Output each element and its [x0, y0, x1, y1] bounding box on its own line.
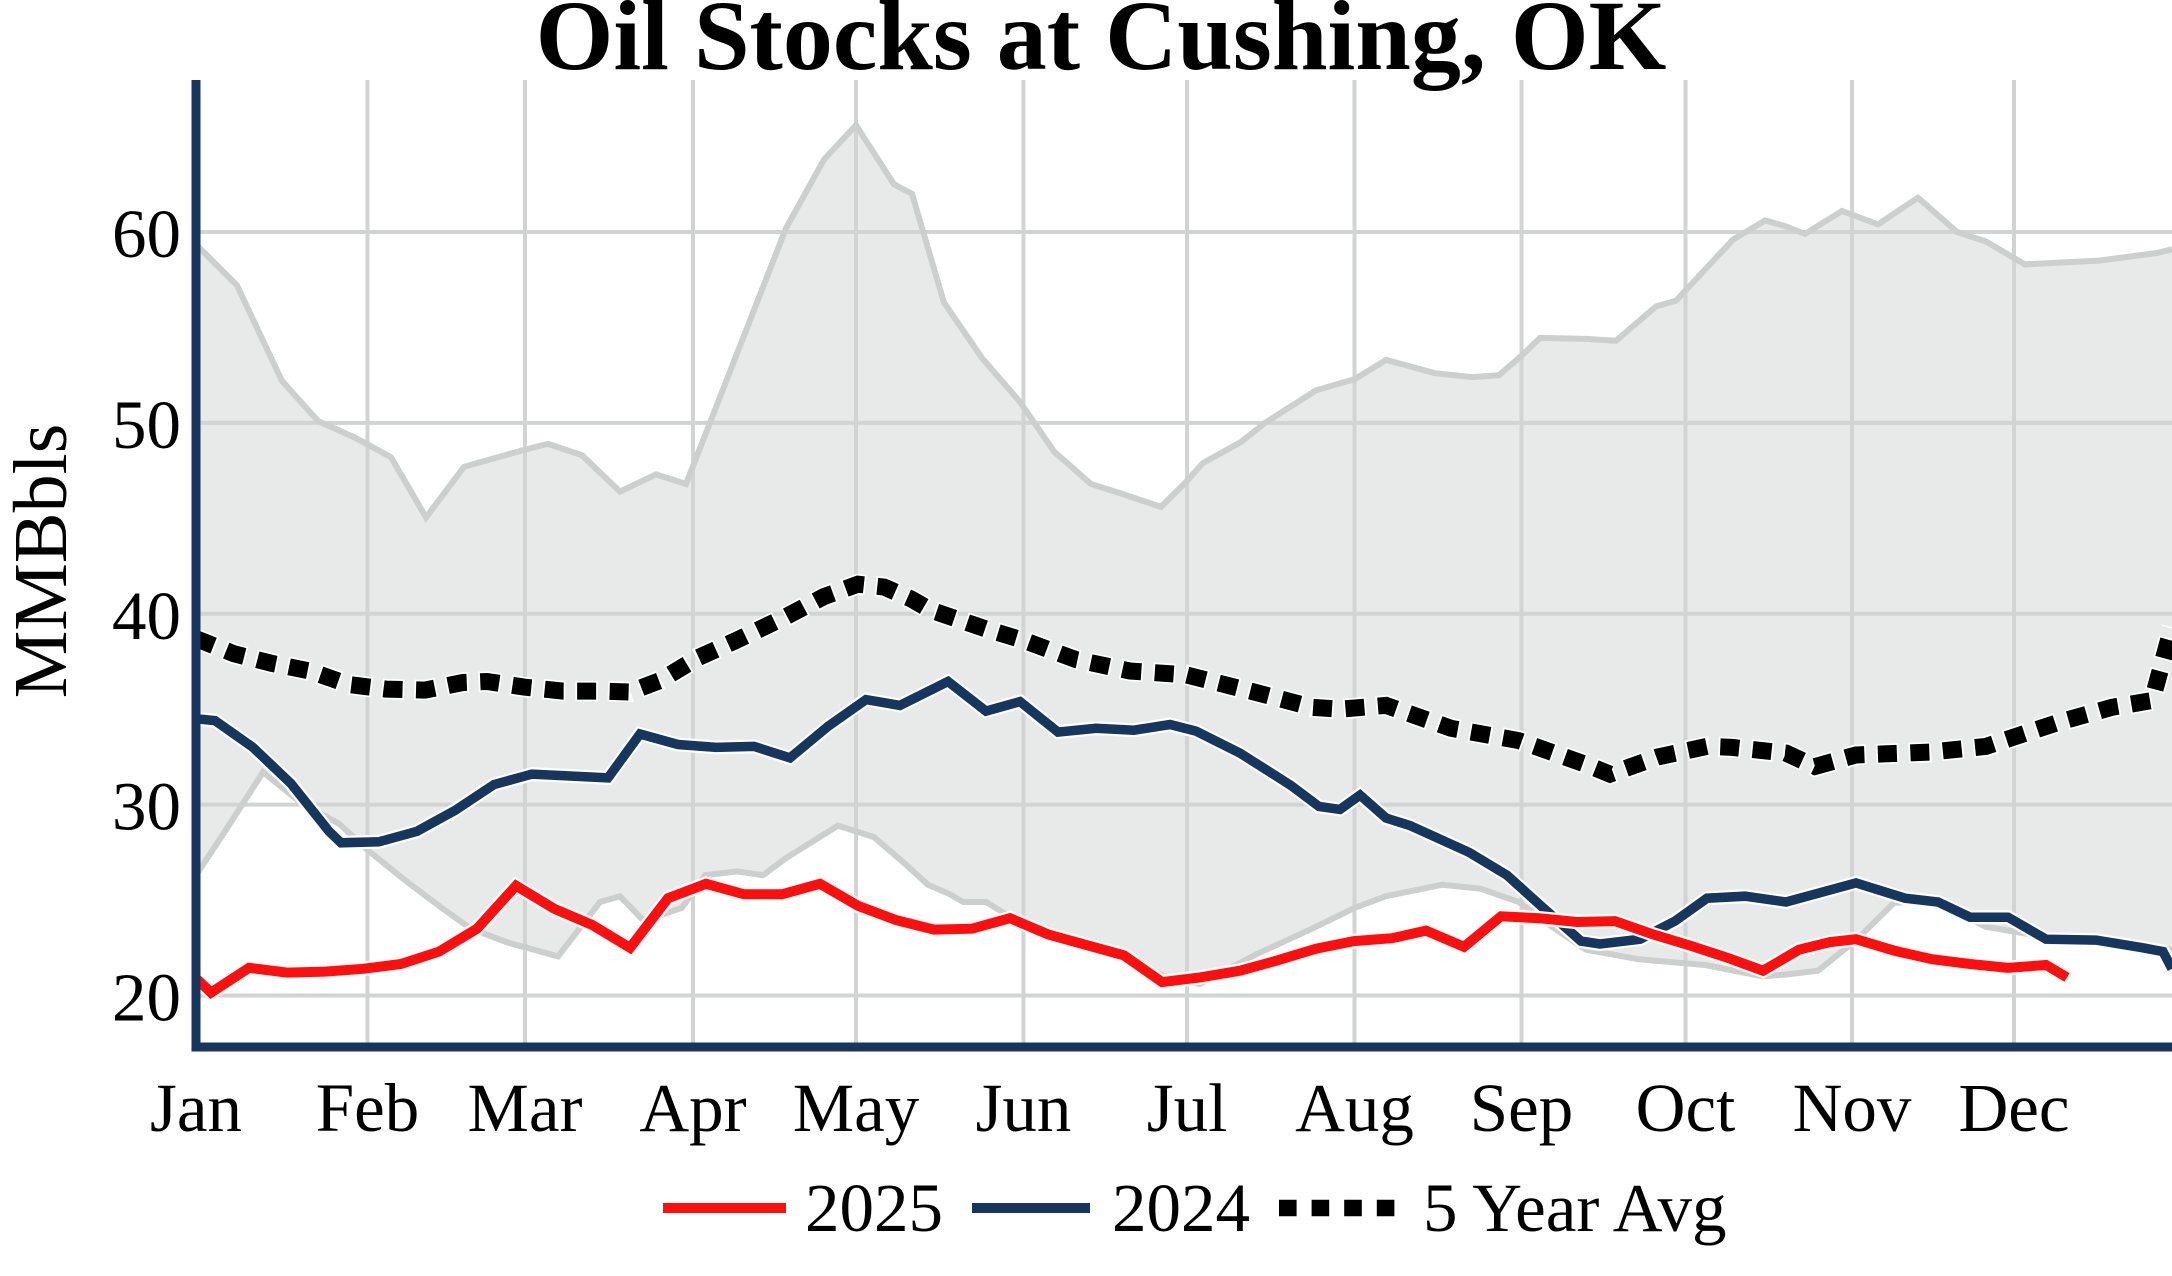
svg-text:5 Year Avg: 5 Year Avg — [1423, 1170, 1727, 1246]
svg-text:Jul: Jul — [1147, 1070, 1228, 1146]
svg-text:Mar: Mar — [468, 1070, 583, 1146]
svg-text:2025: 2025 — [805, 1170, 943, 1246]
svg-text:Dec: Dec — [1958, 1070, 2069, 1146]
svg-text:40: 40 — [112, 578, 181, 654]
svg-text:Apr: Apr — [639, 1070, 746, 1146]
svg-text:Jan: Jan — [150, 1070, 242, 1146]
svg-text:50: 50 — [112, 387, 181, 463]
svg-text:2024: 2024 — [1112, 1170, 1250, 1246]
svg-text:May: May — [793, 1070, 920, 1146]
svg-text:Sep: Sep — [1470, 1070, 1574, 1146]
svg-text:Jun: Jun — [976, 1070, 1072, 1146]
svg-text:Aug: Aug — [1295, 1070, 1414, 1146]
svg-text:30: 30 — [112, 769, 181, 845]
svg-text:Oil Stocks at Cushing, OK: Oil Stocks at Cushing, OK — [536, 0, 1667, 91]
svg-text:MMBbls: MMBbls — [0, 424, 83, 699]
svg-text:Feb: Feb — [316, 1070, 420, 1146]
svg-text:20: 20 — [112, 960, 181, 1036]
svg-text:Oct: Oct — [1636, 1070, 1736, 1146]
svg-text:60: 60 — [112, 196, 181, 272]
svg-text:Nov: Nov — [1793, 1070, 1912, 1146]
